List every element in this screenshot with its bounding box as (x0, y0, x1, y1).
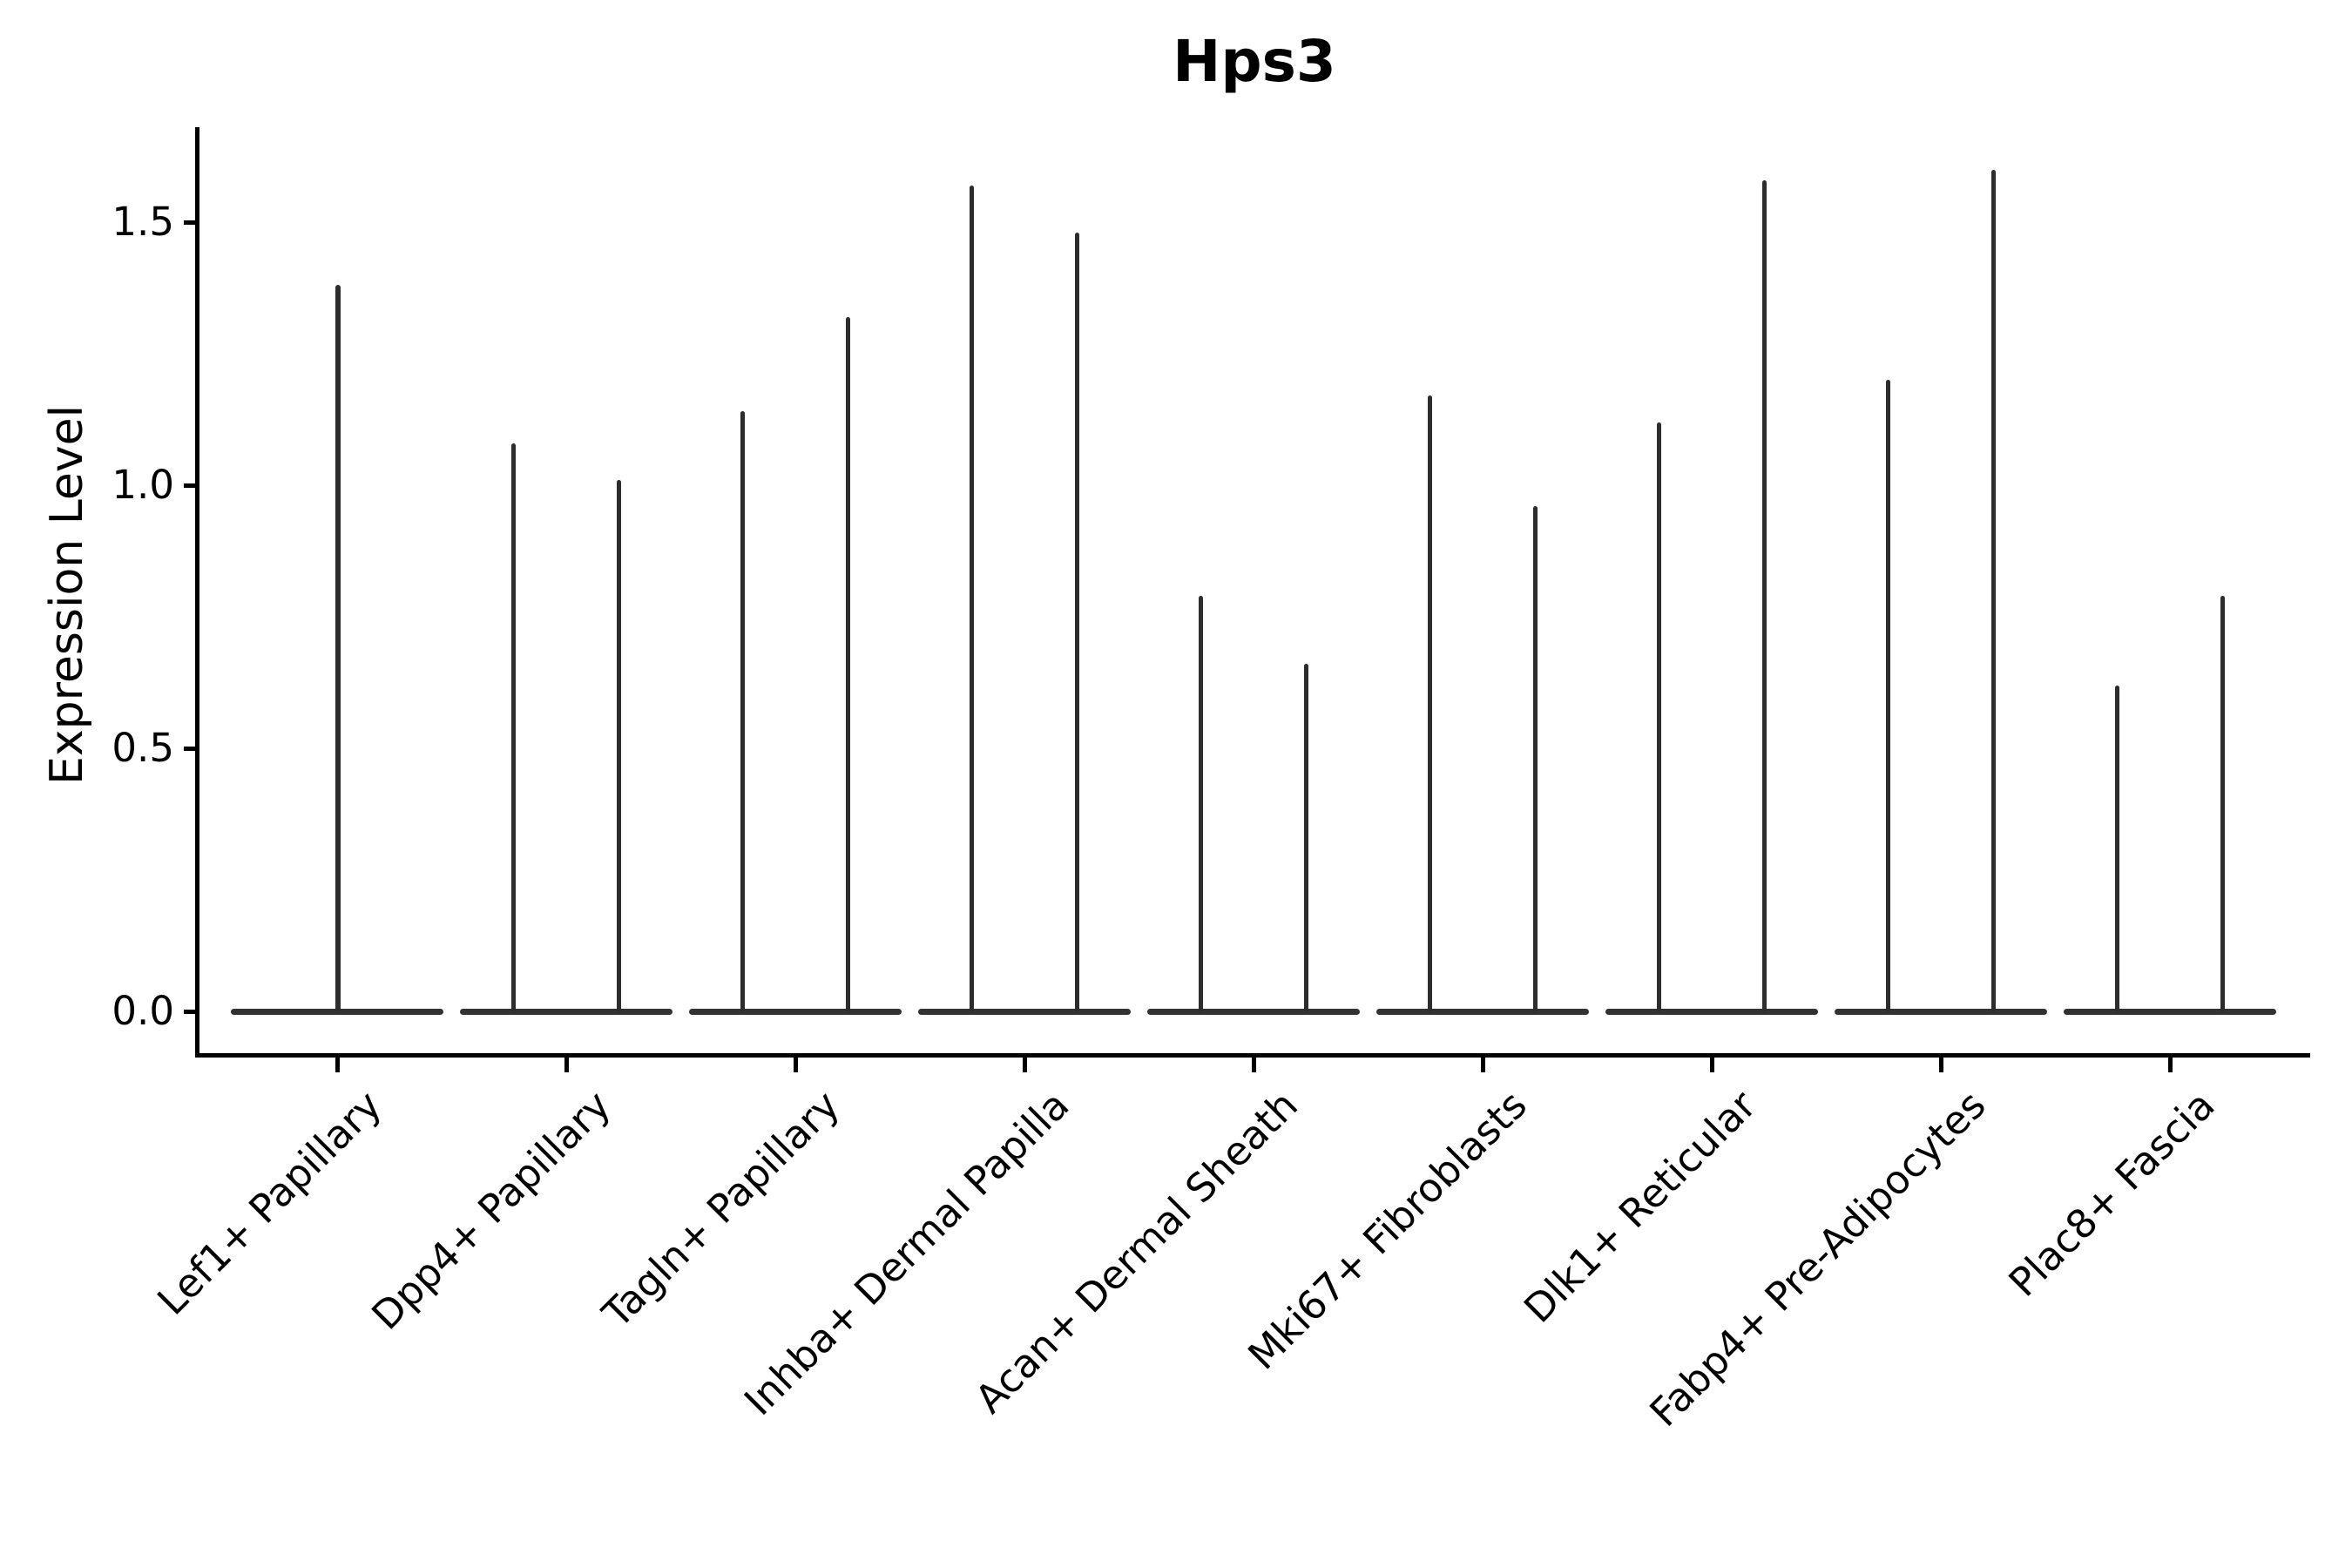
y-tick-label: 0.5 (112, 725, 174, 771)
violin-spike (2220, 595, 2225, 1011)
x-tick-mark (564, 1058, 569, 1072)
x-tick-mark (793, 1058, 798, 1072)
y-tick-label: 1.5 (112, 199, 174, 245)
y-tick-label: 1.0 (112, 462, 174, 508)
violin-spike (1199, 595, 1203, 1011)
violin-spike (1657, 422, 1661, 1011)
y-axis-spine (195, 127, 199, 1058)
violin-base (1835, 1008, 2047, 1015)
violin-spike (2115, 685, 2119, 1011)
violin-spike (1075, 233, 1079, 1011)
violin-base (1605, 1008, 1818, 1015)
violin-spike (1428, 395, 1432, 1011)
violin-spike (1991, 169, 1996, 1011)
violin-base (918, 1008, 1131, 1015)
x-tick-mark (1480, 1058, 1485, 1072)
x-tick-label: Dpp4+ Papillary (362, 1081, 620, 1339)
violin-base (460, 1008, 672, 1015)
x-tick-label: Tagln+ Papillary (593, 1081, 849, 1337)
violin-base (231, 1008, 443, 1015)
chart-title: Hps3 (1173, 28, 1336, 95)
violin-base (689, 1008, 902, 1015)
x-axis-spine (195, 1053, 2310, 1058)
y-tick-mark (184, 220, 196, 225)
x-tick-label: Dlk1+ Reticular (1515, 1081, 1766, 1332)
x-tick-label: Plac8+ Fascia (1999, 1081, 2224, 1306)
y-tick-mark (184, 746, 196, 751)
violin-spike (1886, 380, 1890, 1011)
violin-base (2064, 1008, 2276, 1015)
violin-spike (970, 185, 974, 1011)
violin-spike (335, 285, 341, 1011)
violin-spike (511, 443, 516, 1011)
violin-spike (740, 411, 745, 1011)
x-tick-mark (1251, 1058, 1256, 1072)
y-tick-label: 0.0 (112, 988, 174, 1034)
x-tick-mark (335, 1058, 340, 1072)
violin-spike (1304, 664, 1308, 1011)
x-tick-mark (1709, 1058, 1714, 1072)
x-tick-label: Lef1+ Papillary (148, 1081, 391, 1324)
y-tick-mark (184, 483, 196, 488)
violin-base (1376, 1008, 1589, 1015)
violin-spike (617, 479, 621, 1011)
x-tick-mark (1022, 1058, 1027, 1072)
violin-base (1147, 1008, 1360, 1015)
violin-spike (1762, 179, 1767, 1011)
violin-spike (846, 316, 850, 1011)
y-tick-mark (184, 1009, 196, 1014)
x-tick-mark (2167, 1058, 2173, 1072)
x-tick-mark (1938, 1058, 1943, 1072)
violin-spike (1533, 506, 1538, 1011)
